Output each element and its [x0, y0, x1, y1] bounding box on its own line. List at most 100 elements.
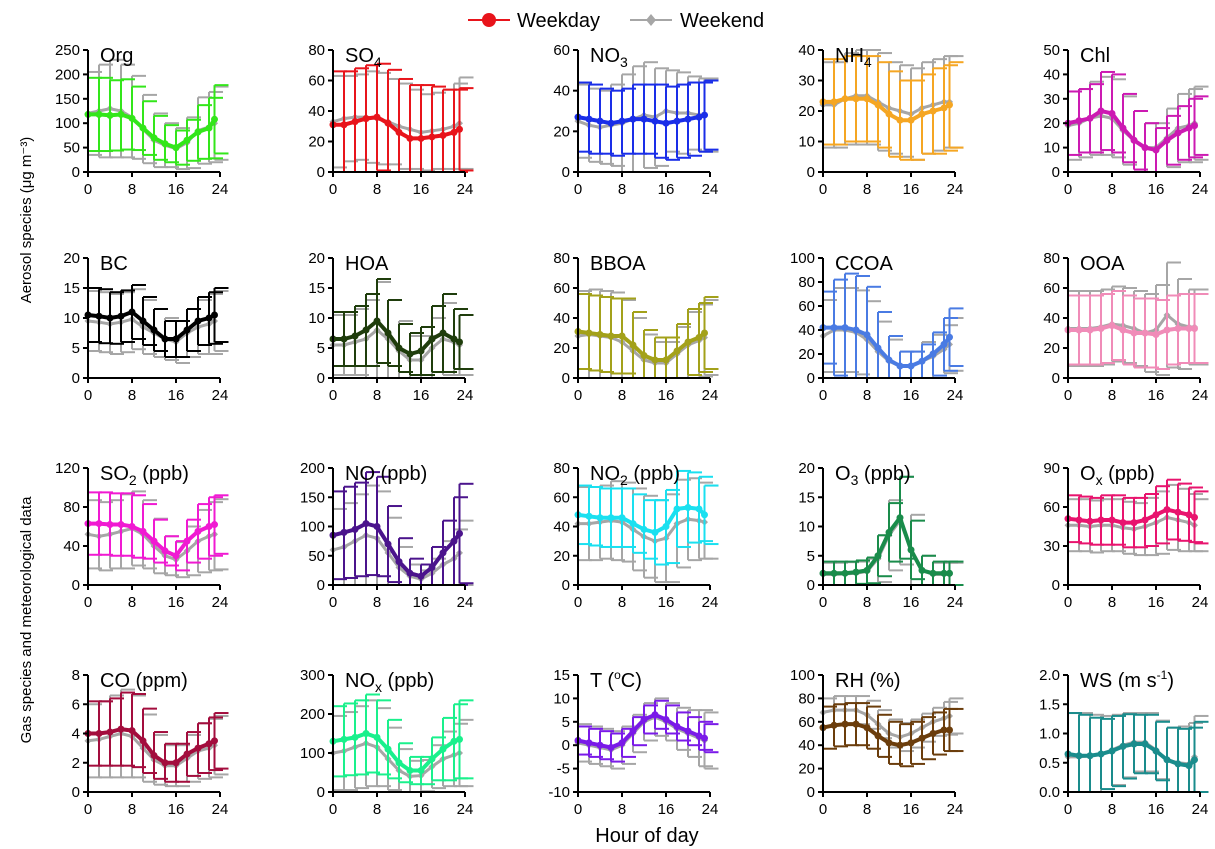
panel-no-11: 0 50 100 150 200 0 8 16 24 NO (ppb)	[300, 460, 474, 611]
data-point	[1174, 325, 1182, 332]
x-tick-label: 8	[373, 594, 381, 611]
data-point	[340, 528, 348, 536]
data-point	[428, 755, 436, 763]
data-point	[417, 572, 425, 580]
y-tick-label: 1.5	[1039, 696, 1060, 713]
data-point	[106, 728, 114, 736]
data-point	[139, 737, 147, 745]
x-tick-label: 0	[819, 594, 827, 611]
x-tick-label: 16	[1148, 387, 1165, 404]
panel-title: NO3	[590, 45, 628, 70]
mean-line	[823, 517, 950, 576]
data-point	[662, 119, 670, 127]
series-weekday	[1064, 290, 1209, 370]
legend-weekday-marker	[482, 13, 496, 27]
y-tick-label: 2	[72, 755, 80, 772]
x-tick-label: 24	[947, 801, 964, 818]
y-tick-label: 20	[308, 250, 325, 267]
data-point	[456, 735, 463, 743]
y-tick-label: 15	[798, 489, 815, 506]
data-point	[139, 527, 147, 535]
data-point	[340, 335, 348, 343]
data-point	[896, 514, 904, 522]
data-point	[929, 350, 937, 358]
x-tick-label: 8	[128, 801, 136, 818]
x-tick-label: 24	[457, 181, 474, 198]
y-tick-label: 0	[72, 164, 80, 181]
panel-org-0: 0 50 100 150 200 250 0 8 16 24 Org	[55, 42, 229, 198]
legend-weekend-marker	[646, 14, 656, 26]
data-point	[406, 134, 414, 142]
series-weekday	[574, 79, 719, 161]
x-tick-label: 8	[618, 387, 626, 404]
y-tick-label: 0	[562, 737, 570, 754]
x-tick-label: 0	[1064, 594, 1072, 611]
series-weekend	[84, 688, 229, 788]
y-tick-label: 100	[300, 519, 325, 536]
data-point	[439, 329, 447, 337]
panel-o3-13: 0 5 10 15 20 0 8 16 24 O3 (ppb)	[798, 460, 964, 611]
x-tick-label: 16	[658, 594, 675, 611]
data-point	[183, 136, 191, 144]
y-tick-label: 10	[798, 519, 815, 536]
data-point	[841, 95, 849, 103]
data-point	[1141, 516, 1149, 524]
data-point	[1185, 762, 1193, 770]
x-tick-label: 8	[373, 387, 381, 404]
series-weekend	[1064, 712, 1209, 793]
data-point	[183, 537, 191, 545]
x-tick-label: 0	[1064, 387, 1072, 404]
x-tick-label: 24	[212, 594, 229, 611]
data-point	[907, 546, 915, 554]
data-point	[128, 114, 136, 122]
x-tick-label: 0	[329, 594, 337, 611]
data-point	[95, 110, 103, 118]
x-tick-label: 0	[84, 181, 92, 198]
y-tick-label: 30	[1043, 538, 1060, 555]
data-point	[651, 711, 659, 719]
data-point	[373, 523, 381, 530]
x-tick-label: 8	[618, 181, 626, 198]
data-point	[128, 308, 136, 316]
x-tick-label: 0	[819, 181, 827, 198]
x-tick-label: 16	[903, 594, 920, 611]
data-point	[885, 528, 893, 536]
y-tick-label: 15	[63, 280, 80, 297]
mean-line	[577, 332, 706, 365]
data-point	[701, 734, 708, 742]
data-point	[384, 329, 392, 337]
panel-title: CO (ppm)	[100, 670, 188, 692]
data-point	[351, 332, 359, 340]
data-point	[1075, 326, 1083, 334]
panel-title: NO2 (ppb)	[590, 463, 680, 488]
x-tick-label: 24	[212, 181, 229, 198]
data-point	[340, 735, 348, 743]
data-point	[1119, 519, 1127, 527]
series-weekday	[819, 475, 964, 586]
panel-title: NOx (ppb)	[345, 670, 434, 695]
data-point	[351, 118, 359, 126]
data-point	[1130, 740, 1138, 748]
data-point	[684, 115, 692, 123]
x-tick-label: 8	[373, 801, 381, 818]
y-tick-label: 20	[798, 346, 815, 363]
x-tick-label: 24	[702, 387, 719, 404]
y-tick-label: 20	[553, 340, 570, 357]
data-point	[874, 552, 882, 560]
x-tick-label: 8	[618, 801, 626, 818]
data-point	[362, 730, 370, 737]
series-weekday	[1064, 478, 1209, 549]
data-point	[1086, 326, 1094, 334]
data-point	[651, 117, 659, 125]
data-point	[907, 116, 915, 124]
data-point	[1163, 326, 1171, 334]
data-point	[1130, 136, 1138, 144]
data-point	[205, 523, 213, 530]
y-tick-label: 5	[72, 340, 80, 357]
data-point	[695, 732, 703, 740]
data-point	[211, 115, 218, 123]
y-tick-label: 100	[55, 115, 80, 132]
data-point	[852, 720, 860, 728]
panel-title: OOA	[1080, 253, 1125, 275]
data-point	[161, 759, 169, 767]
